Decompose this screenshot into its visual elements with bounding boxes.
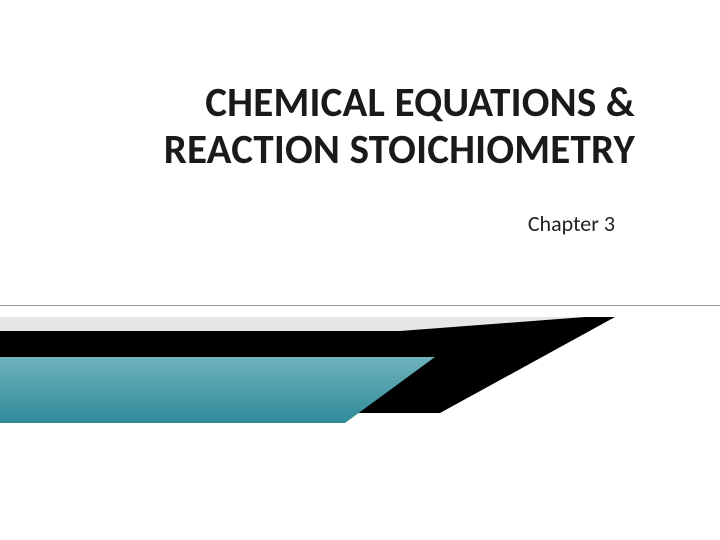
title-block: CHEMICAL EQUATIONS & REACTION STOICHIOME…: [0, 80, 720, 174]
slide-title-line2: REACTION STOICHIOMETRY: [70, 127, 635, 174]
horizontal-divider: [0, 305, 720, 306]
shape-teal-wedge: [0, 357, 435, 423]
subtitle-block: Chapter 3: [0, 210, 720, 237]
shape-gray-sliver: [0, 317, 585, 331]
decorative-shapes: [0, 305, 720, 540]
shape-black-wedge: [0, 317, 615, 413]
slide-subtitle: Chapter 3: [0, 210, 615, 237]
slide-title-line1: CHEMICAL EQUATIONS &: [70, 80, 635, 127]
